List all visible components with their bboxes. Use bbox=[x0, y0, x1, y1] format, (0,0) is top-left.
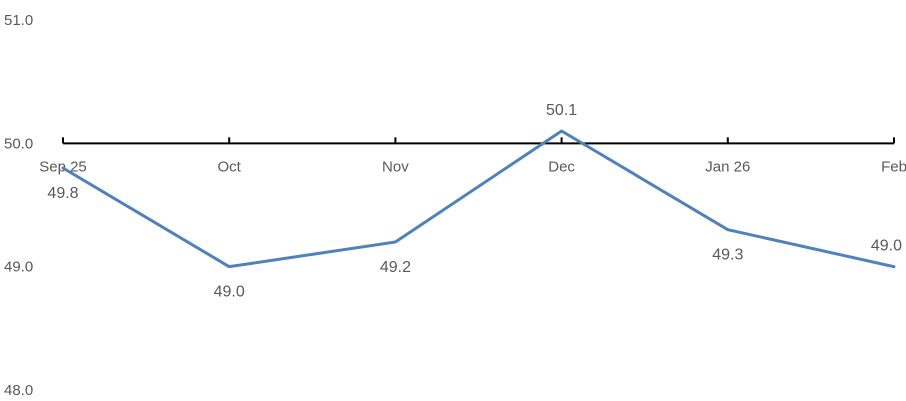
y-tick-label: 50.0 bbox=[4, 135, 33, 152]
data-label: 49.0 bbox=[871, 238, 902, 255]
y-tick-label: 48.0 bbox=[4, 382, 33, 399]
data-label: 49.8 bbox=[47, 185, 78, 202]
data-label: 50.1 bbox=[546, 102, 577, 119]
data-label: 49.0 bbox=[214, 284, 245, 301]
series-line bbox=[61, 129, 896, 269]
x-tick-label: Jan 26 bbox=[705, 158, 750, 175]
x-tick-label: Feb bbox=[881, 158, 906, 175]
x-tick-label: Oct bbox=[218, 158, 242, 175]
data-label: 49.2 bbox=[380, 259, 411, 276]
x-tick-label: Dec bbox=[548, 158, 575, 175]
y-tick-label: 51.0 bbox=[4, 12, 33, 29]
y-tick-label: 49.0 bbox=[4, 259, 33, 276]
data-label: 49.3 bbox=[712, 247, 743, 264]
x-tick-label: Nov bbox=[382, 158, 409, 175]
